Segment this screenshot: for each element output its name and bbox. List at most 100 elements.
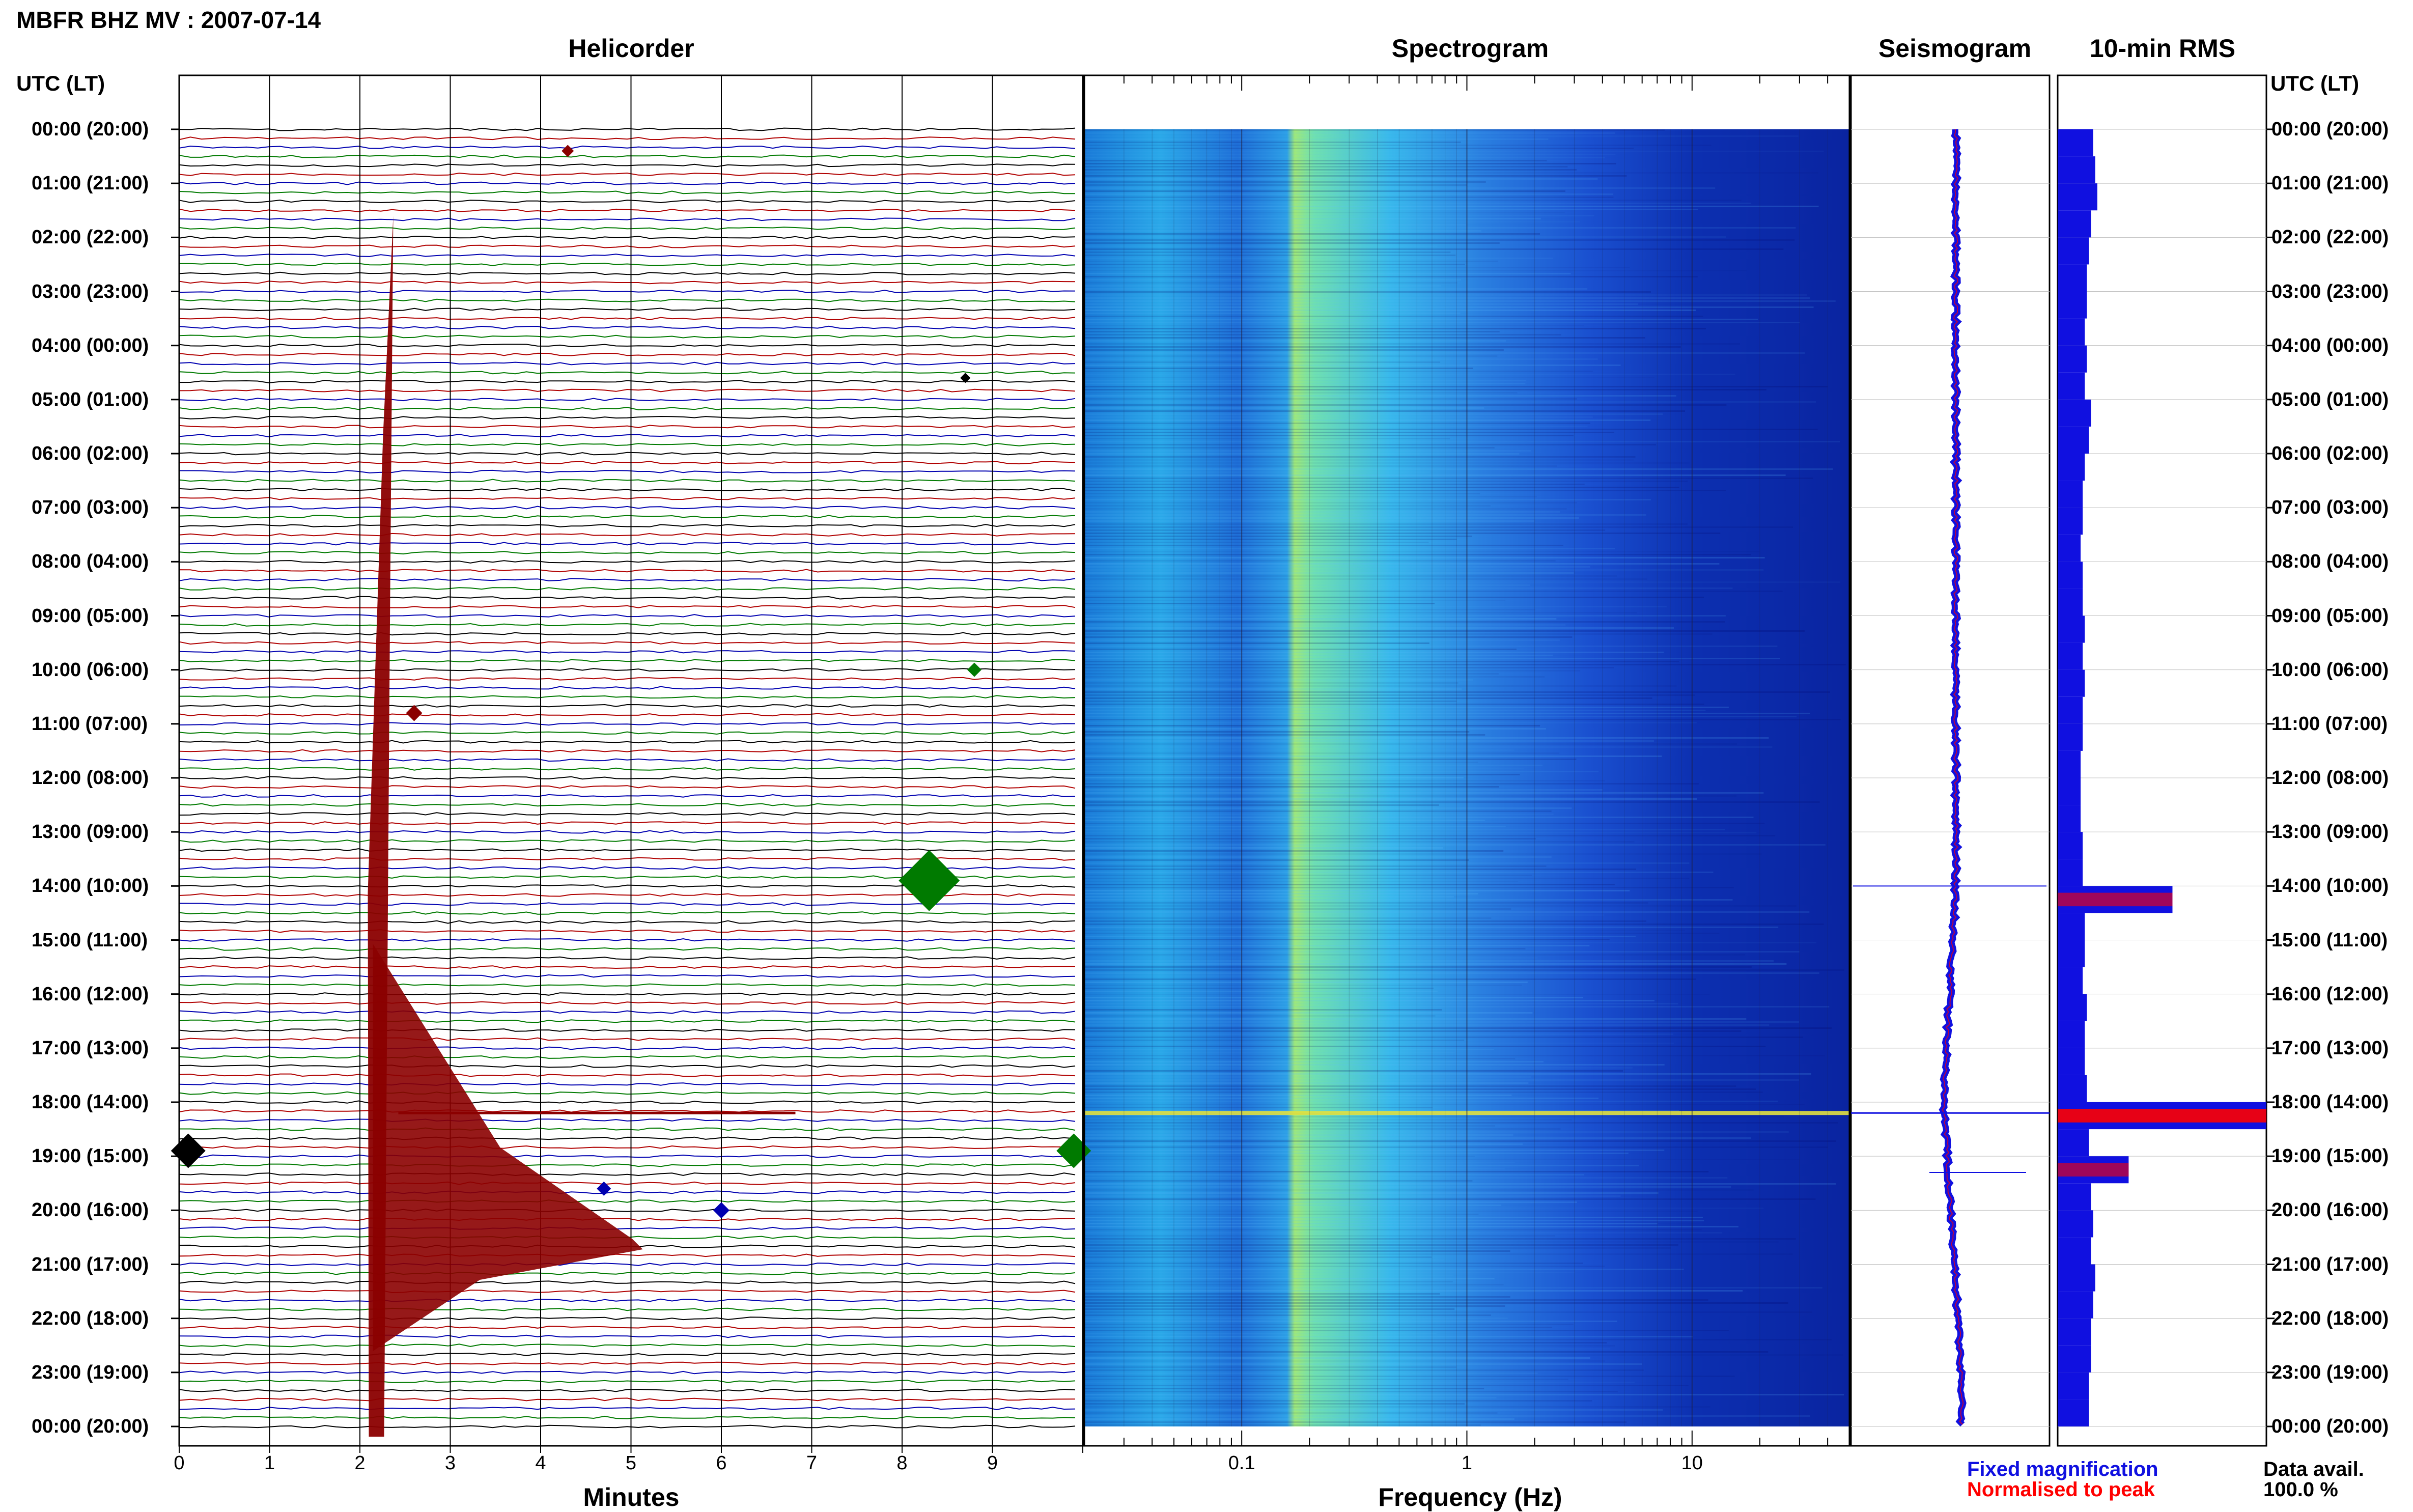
time-label-right: 12:00 (08:00)	[2271, 767, 2389, 789]
spectrogram-row	[1084, 969, 1845, 971]
spectrogram-row	[1084, 154, 1616, 155]
spectrogram-row	[1084, 395, 1676, 397]
spectrogram-row	[1084, 248, 1784, 250]
helicorder-trace	[179, 605, 1076, 609]
rms-bar	[2058, 913, 2085, 940]
spectrogram-row	[1084, 1369, 1644, 1371]
spectrogram-row	[1084, 881, 1519, 882]
spectrogram-row	[1084, 685, 1677, 687]
spectrogram-row	[1084, 740, 1654, 742]
rms-bar	[2058, 535, 2081, 562]
spectrogram-row	[1084, 1376, 1735, 1377]
spectrogram-row	[1084, 676, 1545, 678]
spectrogram-row	[1084, 221, 1580, 222]
helicorder-trace	[179, 1307, 1076, 1311]
spectrogram-row	[1084, 1049, 1494, 1050]
helicorder-trace	[179, 379, 1076, 383]
legend-fixed-magnification: Fixed magnification	[1967, 1458, 2158, 1480]
minute-tick-label: 2	[354, 1452, 365, 1474]
helicorder-trace	[179, 181, 1076, 185]
spectrogram-row	[1084, 184, 1467, 186]
spectrogram-row	[1084, 465, 1557, 467]
helicorder-trace	[179, 415, 1076, 419]
time-label-left: 21:00 (17:00)	[32, 1253, 149, 1275]
helicorder-trace	[179, 911, 1076, 915]
spectrogram-row	[1084, 294, 1807, 296]
helicorder-trace	[179, 1370, 1076, 1375]
spectrogram-row	[1084, 340, 1506, 342]
helicorder-trace	[179, 371, 1076, 375]
helicorder-trace	[179, 1424, 1076, 1429]
helicorder-trace	[179, 1028, 1076, 1032]
spectrogram-row	[1084, 966, 1752, 968]
rms-bar	[2058, 1345, 2091, 1373]
spectrogram-row	[1084, 762, 1478, 763]
spectrogram-row	[1084, 129, 1665, 131]
helicorder-trace	[179, 947, 1076, 951]
spectrogram-row	[1084, 352, 1805, 354]
small-event-burst	[713, 1202, 729, 1219]
spectrogram-row	[1084, 945, 1590, 946]
spectrogram-row	[1084, 927, 1779, 928]
spectrogram-row	[1084, 930, 1685, 931]
helicorder-trace	[179, 1145, 1076, 1149]
seismogram-normalised-trace	[1942, 129, 1964, 1425]
spectrogram-row	[1084, 303, 1638, 305]
spectrogram-row	[1084, 432, 1615, 433]
spectrogram-row	[1084, 575, 1617, 577]
spectrogram-row	[1084, 389, 1766, 390]
rms-bars	[2058, 129, 2266, 1426]
spectrogram-row	[1084, 227, 1796, 229]
spectrogram-row	[1084, 1366, 1456, 1368]
spectrogram-row	[1084, 1259, 1444, 1261]
spectrogram-row	[1084, 1357, 1590, 1359]
spectrogram-row	[1084, 429, 1818, 430]
spectrogram-row	[1084, 1156, 1475, 1157]
spectrogram-row	[1084, 172, 1819, 174]
spectrogram-row	[1084, 728, 1547, 730]
spectrogram-row	[1084, 1424, 1481, 1426]
spectrogram-row	[1084, 1168, 1505, 1169]
helicorder-trace	[179, 650, 1076, 654]
helicorder-trace	[179, 488, 1076, 492]
helicorder-trace	[179, 983, 1076, 987]
spectrogram-row	[1084, 456, 1636, 458]
spectrogram-row	[1084, 404, 1727, 406]
rms-bar	[2058, 669, 2085, 697]
spectrogram-row	[1084, 789, 1603, 791]
spectrogram-row	[1084, 1272, 1575, 1273]
spectrogram-row	[1084, 1101, 1778, 1102]
spectrogram-row	[1084, 398, 1577, 400]
spectrogram-row	[1084, 1382, 1635, 1383]
rms-bar	[2058, 832, 2083, 859]
spectrogram-row	[1084, 823, 1765, 824]
minute-tick-label: 5	[626, 1452, 636, 1474]
spectrogram-row	[1084, 1321, 1617, 1322]
time-label-left: 02:00 (22:00)	[32, 227, 149, 248]
minute-tick-label: 3	[445, 1452, 456, 1474]
spectrogram-row	[1084, 963, 1787, 965]
time-label-right: 19:00 (15:00)	[2271, 1145, 2389, 1167]
spectrogram-row	[1084, 1333, 1437, 1334]
helicorder-trace	[179, 1407, 1076, 1411]
spectrogram-row	[1084, 193, 1614, 195]
time-label-right: 17:00 (13:00)	[2271, 1037, 2389, 1059]
helicorder-trace	[179, 1415, 1076, 1419]
spectrogram-row	[1084, 163, 1616, 164]
spectrogram-row	[1084, 331, 1500, 332]
spectrogram-row	[1084, 566, 1590, 568]
rms-bar	[2058, 805, 2081, 832]
spectrogram-row	[1084, 630, 1805, 632]
helicorder-trace	[179, 956, 1076, 960]
rms-bar	[2058, 940, 2085, 967]
spectrogram-row	[1084, 554, 1751, 555]
spectrogram-row	[1084, 1238, 1796, 1240]
spectrogram-row	[1084, 716, 1797, 717]
rms-bar	[2058, 967, 2083, 994]
spectrogram-row	[1084, 560, 1556, 562]
spectrogram-row	[1084, 1095, 1512, 1096]
rms-bar	[2058, 723, 2083, 751]
time-label-left: 19:00 (15:00)	[32, 1145, 149, 1167]
spectrogram-row	[1084, 1217, 1703, 1218]
